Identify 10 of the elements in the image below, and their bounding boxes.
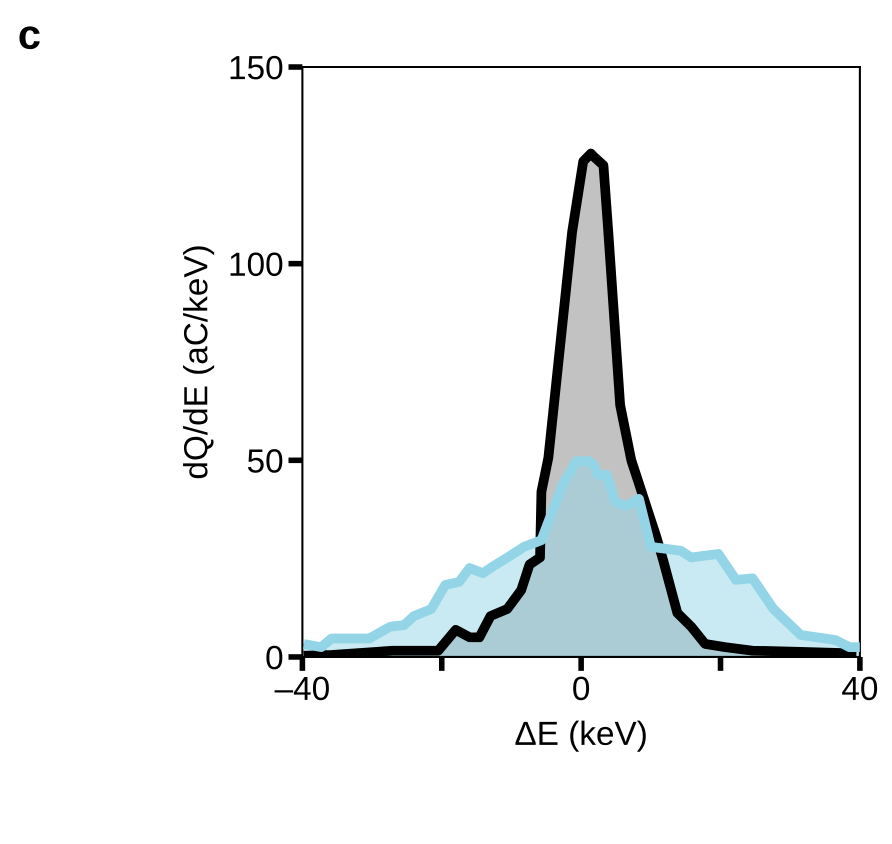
x-tick-label: 40 <box>842 676 878 700</box>
x-tick-label: –40 <box>274 676 329 700</box>
text: c <box>19 26 40 50</box>
y-tick-label: 50 <box>248 449 282 473</box>
x-axis-title: ΔE (keV) <box>515 720 646 752</box>
y-tick-label: 0 <box>266 646 282 670</box>
y-tick-label: 100 <box>230 252 282 276</box>
x-tick-label: 0 <box>573 676 590 700</box>
y-tick-label: 150 <box>230 56 282 80</box>
y-axis-title: dQ/dE (aC/keV) <box>183 246 214 478</box>
